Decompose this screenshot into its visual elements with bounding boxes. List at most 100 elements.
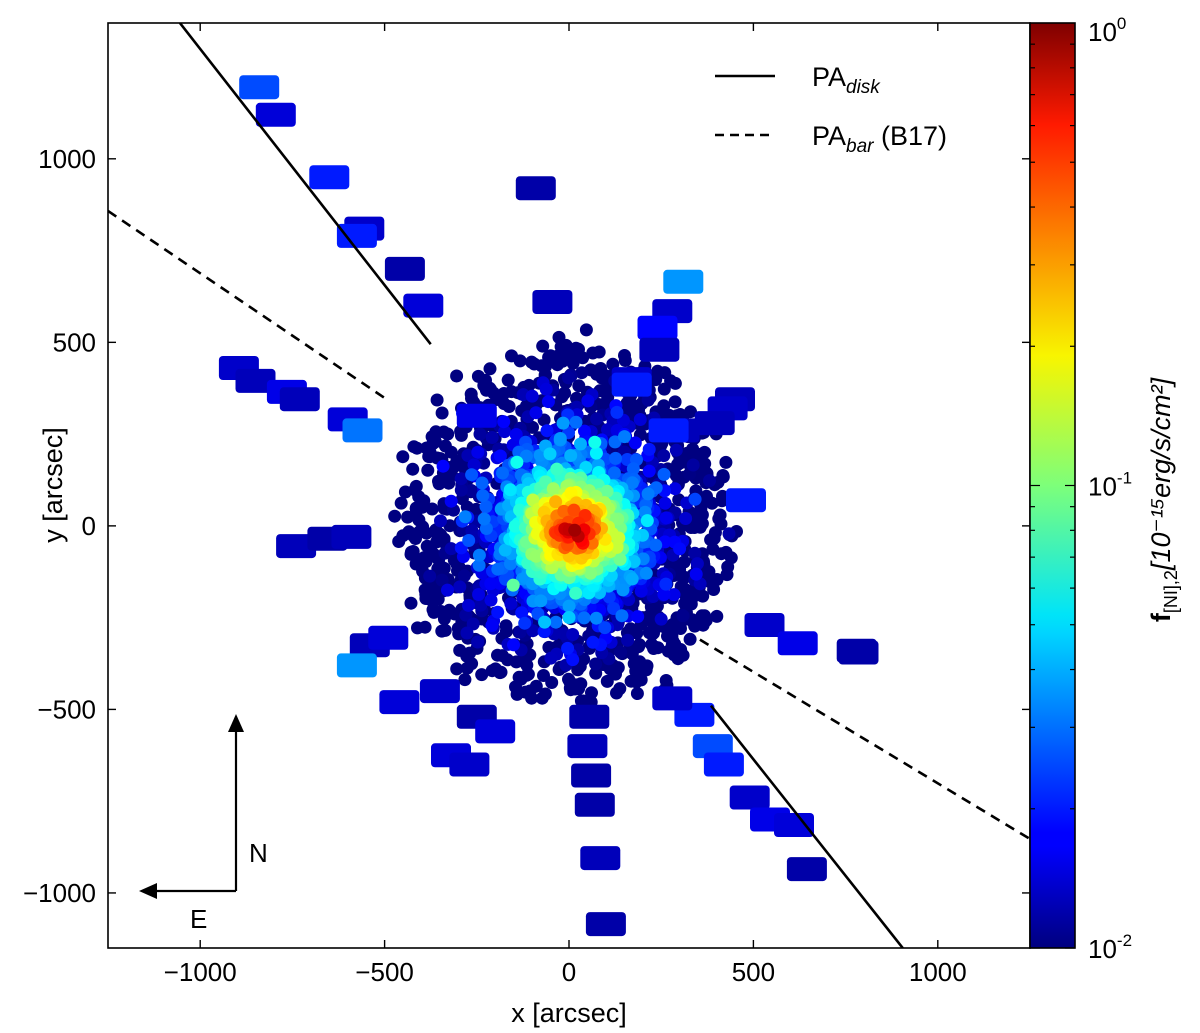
data-point	[485, 619, 499, 632]
data-point	[469, 502, 483, 516]
data-point	[610, 686, 623, 700]
data-point	[642, 626, 656, 640]
data-point	[550, 358, 564, 372]
pointing-patch	[475, 719, 516, 744]
colorbar-label-sub: [NI],2	[1161, 570, 1181, 613]
data-point	[475, 476, 489, 490]
data-point	[631, 610, 645, 624]
x-axis-label: x [arcsec]	[511, 998, 627, 1028]
data-point	[574, 437, 587, 451]
data-point	[659, 577, 673, 591]
data-point	[484, 577, 498, 591]
data-point	[508, 519, 522, 533]
pointing-patch	[777, 631, 818, 656]
data-point	[507, 638, 520, 652]
data-point	[641, 393, 655, 407]
data-point	[684, 405, 697, 419]
north-arrowhead	[228, 714, 244, 732]
colorbar-tick-label: 10-2	[1088, 931, 1132, 964]
data-point	[589, 446, 603, 460]
pointing-patch	[567, 734, 608, 759]
data-point	[477, 512, 491, 526]
data-point	[411, 621, 424, 635]
y-tick-label: 500	[53, 327, 96, 357]
data-point	[579, 323, 593, 337]
data-point	[536, 339, 550, 353]
pointing-patch	[703, 752, 744, 777]
colorbar-tick-label: 100	[1088, 14, 1126, 47]
data-point	[476, 489, 490, 503]
data-point	[601, 423, 614, 437]
data-point	[441, 427, 455, 441]
legend-label-disk-sub: disk	[846, 77, 881, 98]
data-point	[659, 674, 673, 687]
colorbar-label: f[NI],2[10⁻¹⁵erg/s/cm²]	[1146, 376, 1181, 622]
data-point	[657, 467, 671, 481]
pointing-patch	[279, 387, 320, 412]
data-point	[497, 397, 511, 411]
data-point	[627, 657, 641, 671]
pointing-patch	[569, 704, 610, 729]
data-point	[703, 474, 716, 488]
data-point	[472, 588, 486, 601]
data-point	[435, 406, 449, 420]
pointing-patch	[692, 734, 733, 759]
data-point	[710, 573, 724, 586]
data-point	[628, 436, 642, 450]
data-point	[434, 528, 448, 542]
data-point	[562, 599, 576, 613]
data-point	[632, 638, 646, 652]
data-point	[474, 598, 488, 612]
data-point	[642, 464, 656, 478]
data-point	[436, 459, 450, 473]
data-point	[515, 606, 529, 620]
data-point	[396, 450, 410, 464]
data-point	[566, 352, 580, 366]
data-point	[569, 415, 583, 429]
data-point	[491, 605, 505, 619]
colorbar-label-units: [10⁻¹⁵erg/s/cm²]	[1146, 376, 1176, 571]
data-point	[590, 412, 604, 426]
data-point	[671, 470, 685, 484]
x-tick-label: 500	[732, 957, 775, 987]
data-point	[487, 386, 500, 400]
data-point	[479, 373, 492, 387]
data-point	[669, 443, 683, 457]
data-point	[556, 627, 570, 641]
pointing-patch	[255, 102, 296, 127]
data-point	[666, 634, 680, 648]
data-point	[458, 510, 472, 524]
pointing-patch	[336, 653, 377, 678]
data-point	[576, 351, 590, 365]
north-label: N	[249, 838, 268, 868]
data-point	[484, 593, 498, 607]
data-point	[633, 413, 647, 426]
x-tick-label: 0	[562, 957, 576, 987]
data-point	[549, 615, 563, 629]
data-point	[538, 687, 552, 701]
data-point	[618, 430, 631, 444]
data-point	[645, 638, 659, 651]
data-point	[598, 621, 612, 635]
pa-bar-line	[108, 209, 388, 401]
data-point	[649, 538, 663, 552]
data-point	[559, 338, 573, 352]
data-point	[485, 431, 499, 444]
pointing-patch	[419, 679, 460, 704]
data-point	[525, 355, 539, 369]
data-point	[479, 500, 493, 514]
data-point	[567, 503, 581, 517]
data-layer	[218, 75, 879, 937]
pointing-patch	[639, 337, 680, 362]
data-point	[472, 558, 486, 572]
data-point	[609, 451, 622, 465]
data-point	[618, 354, 632, 367]
data-point	[562, 611, 576, 624]
data-point	[549, 495, 563, 509]
data-point	[504, 597, 518, 611]
x-tick-label: 1000	[909, 957, 967, 987]
data-point	[673, 542, 687, 556]
data-point	[409, 479, 423, 493]
data-point	[671, 458, 684, 472]
data-point	[700, 489, 713, 503]
